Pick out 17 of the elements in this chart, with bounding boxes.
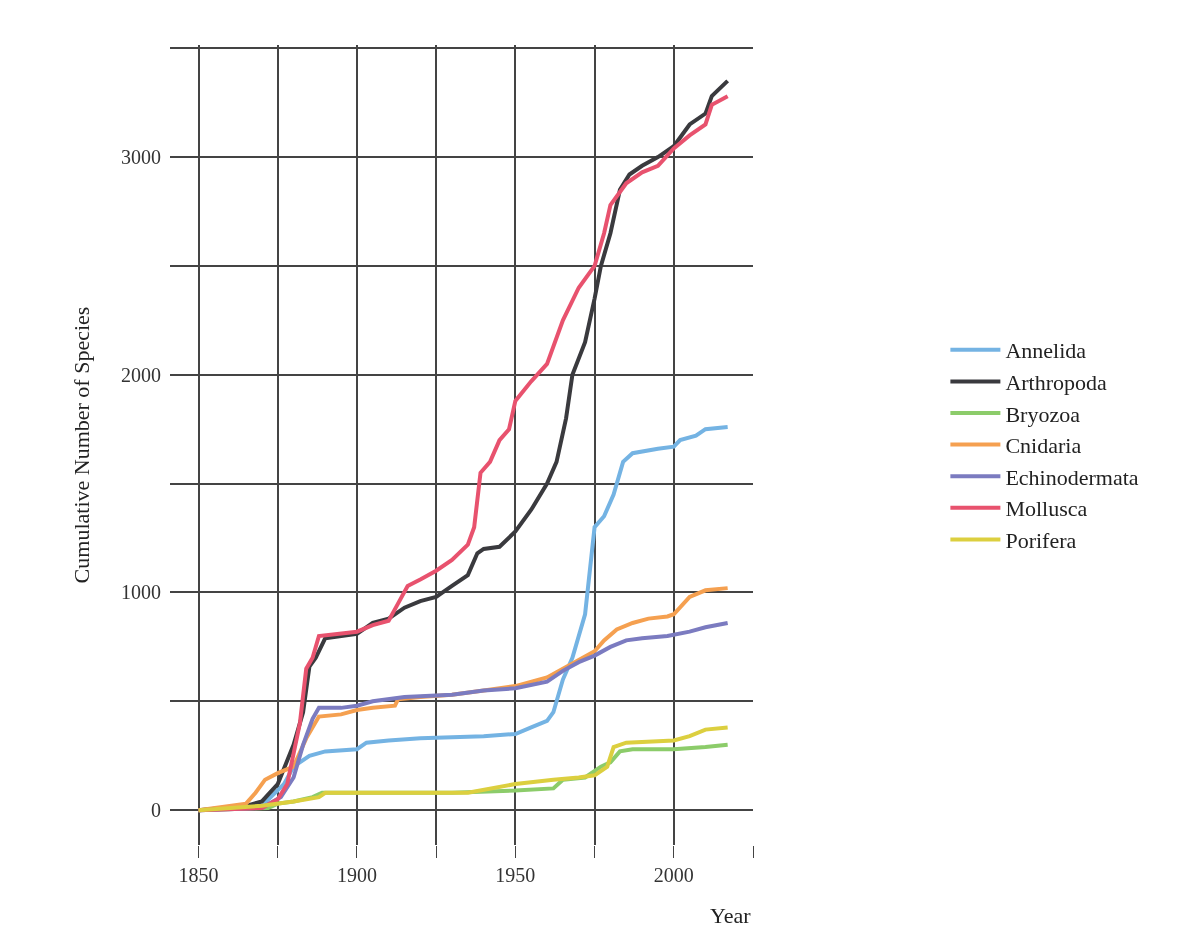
legend-label: Annelida xyxy=(1005,338,1087,364)
x-tick-label: 1950 xyxy=(495,864,536,886)
y-tick-label: 2000 xyxy=(121,363,161,386)
legend-label: Cnidaria xyxy=(1005,433,1082,459)
legend-label: Echinodermata xyxy=(1005,464,1139,490)
y-tick-label: 0 xyxy=(151,799,161,822)
y-axis-title: Cumulative Number of Species xyxy=(68,306,94,584)
x-axis-title: Year xyxy=(710,903,752,928)
legend-label: Porifera xyxy=(1005,527,1077,553)
y-tick-label: 3000 xyxy=(121,146,161,169)
legend-label: Arthropoda xyxy=(1005,369,1108,395)
x-tick-label: 1850 xyxy=(178,864,219,886)
x-tick-label: 2000 xyxy=(653,864,694,886)
legend-label: Bryozoa xyxy=(1005,401,1081,427)
legend-label: Mollusca xyxy=(1005,496,1088,522)
y-tick-label: 1000 xyxy=(121,581,161,604)
x-tick-label: 1900 xyxy=(336,864,377,886)
